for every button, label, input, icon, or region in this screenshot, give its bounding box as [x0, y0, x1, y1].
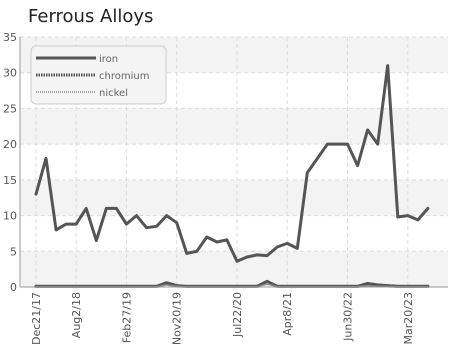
legend: iron chromium nickel [30, 45, 167, 105]
x-tick-label-0: Dec21/17 [30, 292, 43, 345]
y-tick-label-20: 20 [3, 138, 17, 151]
x-tick-label-1: Aug2/18 [70, 292, 83, 338]
y-tick-label-5: 5 [10, 245, 17, 258]
y-tick-label-15: 15 [3, 174, 17, 187]
y-tick-label-10: 10 [3, 210, 17, 223]
x-tick-label-5: Apr8/21 [281, 292, 294, 336]
x-tick-label-7: Mar20/23 [402, 292, 415, 344]
y-axis-ticks: 0 5 10 15 20 25 30 35 [3, 31, 17, 294]
series-line-nickel [35, 283, 429, 288]
y-tick-label-35: 35 [3, 31, 17, 44]
x-axis-ticks: Dec21/17 Aug2/18 Feb27/19 Nov20/19 Jul22/20 A… [30, 292, 415, 345]
legend-box [30, 45, 167, 105]
chart-title: Ferrous Alloys [28, 6, 154, 27]
y-tick-label-25: 25 [3, 102, 17, 115]
x-tick-label-2: Feb27/19 [120, 292, 133, 343]
x-tick-label-4: Jul22/20 [231, 292, 244, 338]
band-4 [20, 108, 448, 145]
y-tick-label-30: 30 [3, 67, 17, 80]
legend-label-nickel: nickel [99, 88, 128, 99]
band-2 [20, 179, 448, 216]
legend-label-chromium: chromium [99, 71, 149, 82]
x-tick-label-6: Jun30/22 [342, 292, 355, 342]
series-lines [34, 64, 430, 288]
y-tick-label-0: 0 [10, 281, 17, 294]
x-tick-label-3: Nov20/19 [171, 292, 184, 345]
series-line-iron [34, 64, 430, 263]
legend-label-iron: iron [99, 54, 118, 65]
